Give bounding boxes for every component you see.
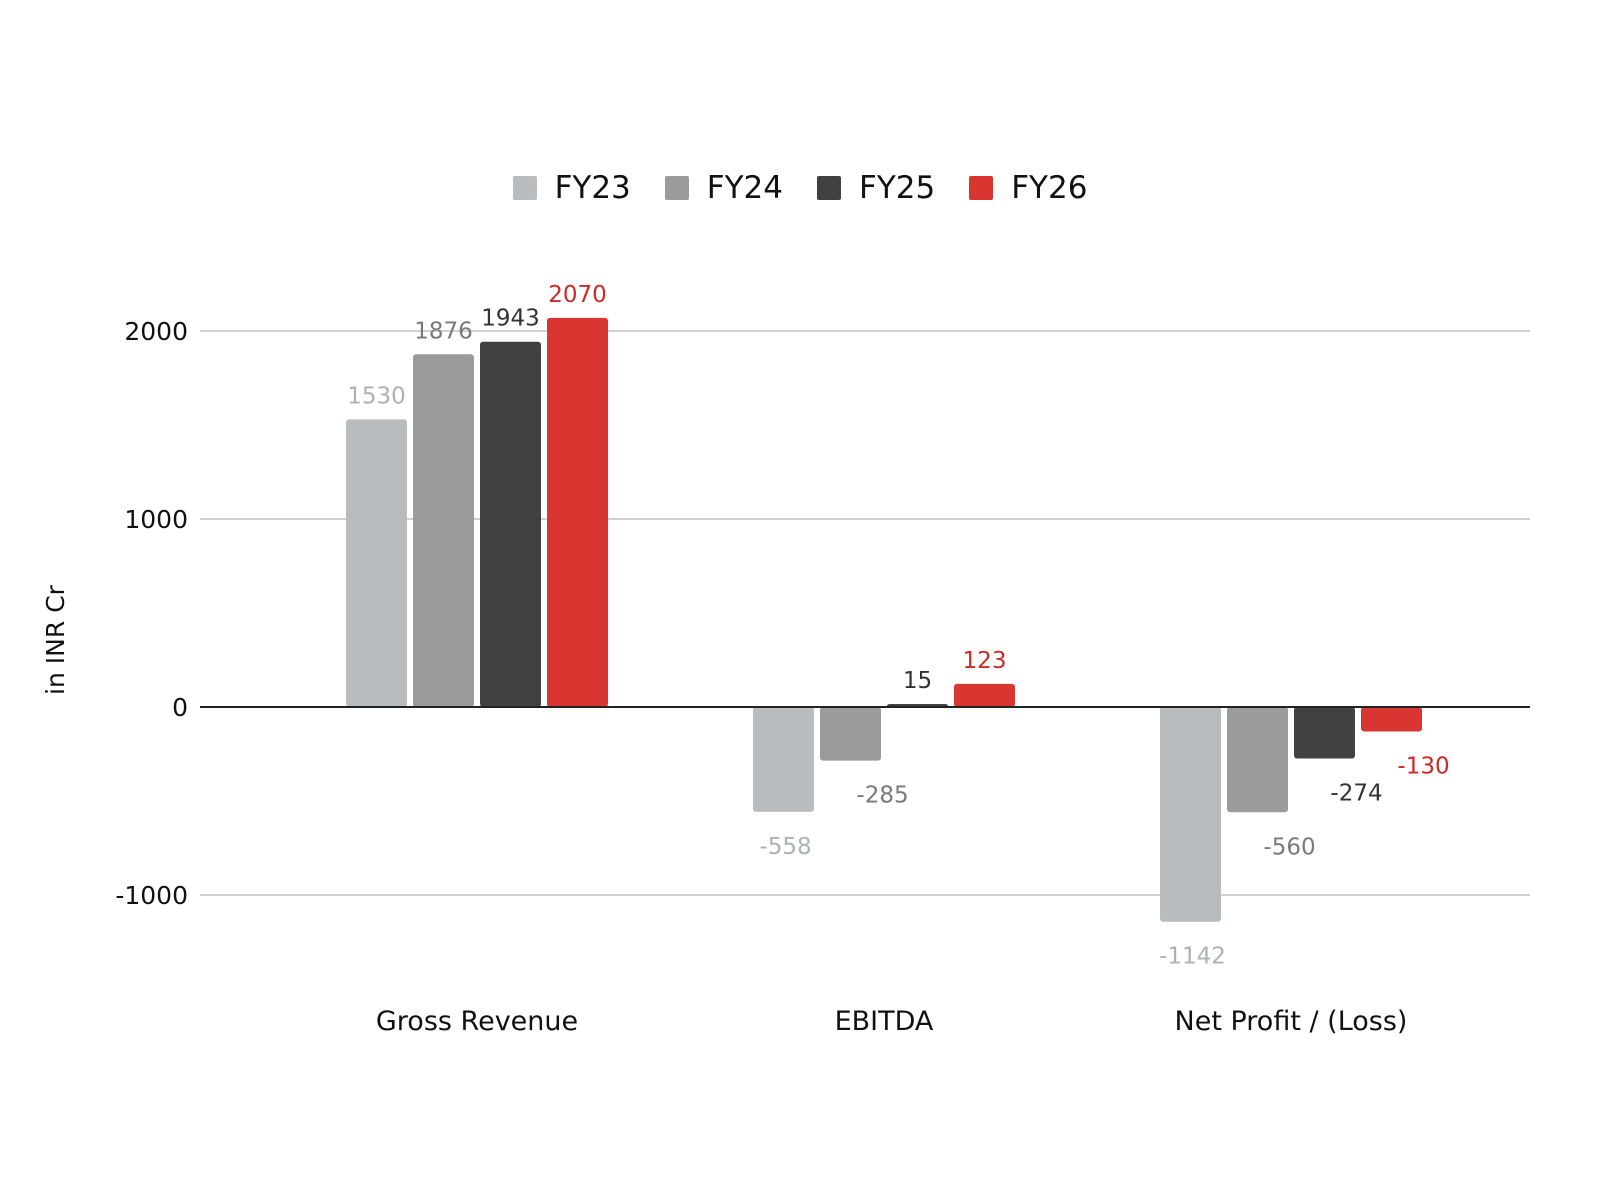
value-label: -130: [1397, 753, 1449, 779]
bar-fy26-2: [1361, 707, 1422, 732]
value-label: 2070: [548, 282, 607, 308]
value-label: 1943: [481, 306, 540, 332]
legend-swatch: [969, 176, 994, 200]
y-tick-label: 0: [172, 693, 188, 722]
bar-fy23-1: [753, 707, 814, 812]
value-label: -558: [759, 834, 811, 860]
category-label: EBITDA: [835, 1006, 934, 1037]
bar-fy24-1: [820, 707, 881, 761]
legend-item-fy24: FY24: [664, 170, 783, 206]
y-axis-label: in INR Cr: [41, 584, 70, 695]
legend-swatch: [817, 176, 841, 200]
legend-swatch: [512, 176, 537, 200]
legend-item-fy25: FY25: [817, 170, 935, 206]
value-labels: 1530 1876 1943 2070 -558 -285 15 123 -1142 -560 -2…: [347, 282, 1449, 970]
bar-fy25-0: [480, 341, 541, 707]
y-axis-ticks: 2000 1000 0 -1000: [115, 317, 188, 910]
legend-swatch: [664, 176, 689, 200]
value-label: -1142: [1159, 944, 1226, 970]
value-label: -274: [1330, 781, 1382, 807]
legend-label: FY23: [554, 170, 631, 206]
legend-item-fy26: FY26: [969, 170, 1087, 206]
bar-fy24-0: [413, 354, 474, 707]
bar-fy24-2: [1227, 707, 1288, 813]
legend: FY23 FY24 FY25 FY26: [0, 170, 1600, 206]
bar-fy25-2: [1294, 707, 1355, 759]
value-label: 123: [963, 648, 1007, 674]
legend-item-fy23: FY23: [512, 170, 631, 206]
value-label: -560: [1263, 834, 1315, 860]
value-label: 15: [903, 668, 932, 694]
category-labels: Gross Revenue EBITDA Net Profit / (Loss): [376, 1006, 1408, 1037]
y-tick-label: -1000: [115, 881, 188, 910]
bar-fy26-0: [547, 317, 608, 707]
bar-fy26-1: [954, 683, 1015, 707]
value-label: 1530: [347, 383, 406, 409]
category-label: Gross Revenue: [376, 1006, 578, 1037]
legend-label: FY26: [1011, 170, 1088, 206]
category-label: Net Profit / (Loss): [1175, 1006, 1408, 1037]
legend-label: FY24: [706, 170, 783, 206]
legend-label: FY25: [859, 170, 936, 206]
bars: [346, 317, 1422, 922]
value-label: -285: [856, 783, 908, 809]
bar-fy23-2: [1160, 707, 1221, 922]
bar-fy23-0: [346, 419, 407, 707]
value-label: 1876: [414, 318, 473, 344]
y-tick-label: 2000: [124, 317, 188, 346]
y-tick-label: 1000: [124, 505, 188, 534]
